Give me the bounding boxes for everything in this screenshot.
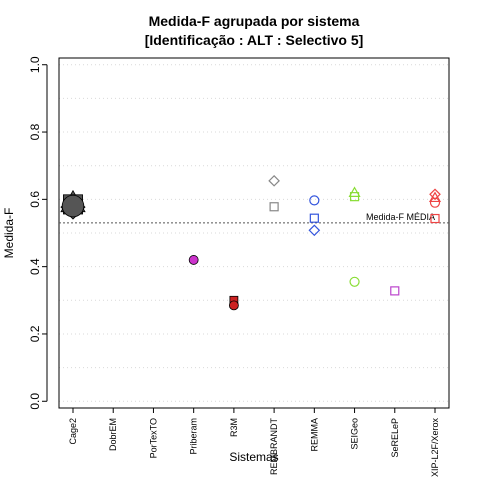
y-axis-label: Medida-F xyxy=(2,208,16,259)
point-square xyxy=(430,213,440,224)
x-tick-label: Cage2 xyxy=(68,418,78,445)
x-tick-label: SEIGeo xyxy=(350,418,360,450)
x-tick-label: DobrEM xyxy=(108,418,118,451)
data-points xyxy=(60,174,442,311)
point-diamond xyxy=(429,188,441,201)
y-tick-label: 0.8 xyxy=(28,123,42,140)
point-diamond xyxy=(308,224,321,237)
point-circle xyxy=(61,194,85,218)
x-tick-label: PorTexTO xyxy=(148,418,158,458)
point-square xyxy=(349,192,360,202)
point-square xyxy=(390,286,400,296)
reference-line-label: Medida-F MÉDIA xyxy=(366,212,435,222)
point-circle xyxy=(349,276,360,287)
x-tick-label: REMMA xyxy=(309,418,319,452)
point-triangle xyxy=(348,186,361,197)
point-triangle xyxy=(428,191,442,203)
y-axis: 0.0 0.2 0.4 0.6 0.8 1.0 xyxy=(28,56,48,410)
x-tick-label: Priberam xyxy=(189,418,199,455)
x-tick-label: XIP-L2F/Xerox xyxy=(430,418,440,478)
x-axis: Cage2 DobrEM PorTexTO Priberam R3M REMBRANDT R… xyxy=(68,407,440,478)
point-square xyxy=(309,213,319,223)
x-tick-label: R3M xyxy=(229,418,239,437)
point-square xyxy=(269,202,279,212)
grid-lines xyxy=(59,64,449,402)
point-diamond xyxy=(268,174,280,187)
x-axis-label: Sistemas xyxy=(229,450,278,464)
chart-title: Medida-F agrupada por sistema xyxy=(149,13,360,29)
x-tick-label: REMBRANDT xyxy=(269,418,279,476)
y-tick-label: 0.2 xyxy=(28,325,42,342)
y-tick-label: 0.4 xyxy=(28,258,42,275)
reference-line-group: Medida-F MÉDIA xyxy=(59,212,449,224)
plot-frame xyxy=(58,57,450,409)
point-circle xyxy=(188,255,199,265)
point-circle xyxy=(228,300,239,311)
y-tick-label: 0.6 xyxy=(28,191,42,208)
y-tick-label: 1.0 xyxy=(28,56,42,73)
point-circle xyxy=(429,197,441,208)
chart-subtitle: [Identificação : ALT : Selectivo 5] xyxy=(145,32,364,48)
point-circle xyxy=(309,195,320,206)
y-tick-label: 0.0 xyxy=(28,393,42,410)
x-tick-label: SeRELeP xyxy=(390,418,400,458)
